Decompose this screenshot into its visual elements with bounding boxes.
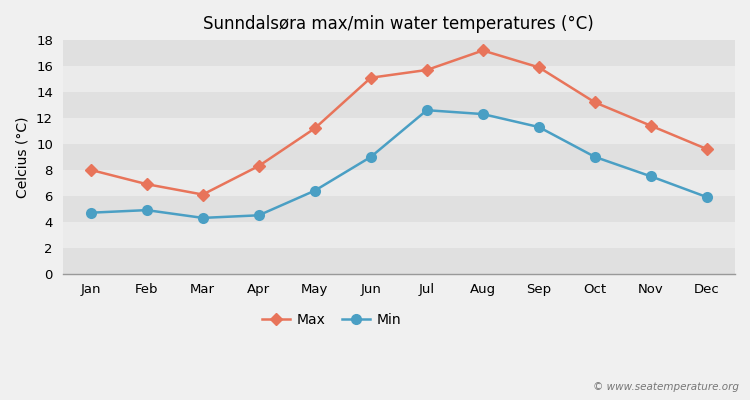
Max bbox=[86, 168, 95, 172]
Max bbox=[535, 65, 544, 70]
Max bbox=[478, 48, 488, 53]
Bar bbox=[63, 118, 735, 144]
Max bbox=[310, 126, 320, 131]
Min bbox=[142, 208, 152, 212]
Max bbox=[142, 182, 152, 186]
Bar bbox=[63, 222, 735, 248]
Min bbox=[86, 210, 95, 215]
Bar bbox=[63, 248, 735, 274]
Legend: Max, Min: Max, Min bbox=[256, 307, 407, 332]
Max bbox=[198, 192, 207, 197]
Max bbox=[703, 147, 712, 152]
Min bbox=[478, 112, 488, 116]
Line: Max: Max bbox=[86, 46, 711, 199]
Min bbox=[198, 216, 207, 220]
Bar bbox=[63, 170, 735, 196]
Bar bbox=[63, 92, 735, 118]
Max bbox=[646, 123, 656, 128]
Max bbox=[366, 75, 375, 80]
Min bbox=[590, 154, 599, 159]
Bar bbox=[63, 40, 735, 66]
Y-axis label: Celcius (°C): Celcius (°C) bbox=[15, 116, 29, 198]
Bar bbox=[63, 144, 735, 170]
Max bbox=[590, 100, 599, 105]
Line: Min: Min bbox=[85, 105, 712, 224]
Title: Sunndalsøra max/min water temperatures (°C): Sunndalsøra max/min water temperatures (… bbox=[203, 15, 594, 33]
Min bbox=[366, 154, 375, 159]
Min bbox=[646, 174, 656, 179]
Max bbox=[422, 68, 431, 72]
Min bbox=[422, 108, 431, 112]
Min bbox=[535, 125, 544, 130]
Min bbox=[703, 195, 712, 200]
Min bbox=[310, 188, 320, 193]
Max bbox=[254, 164, 263, 168]
Bar bbox=[63, 66, 735, 92]
Min bbox=[254, 213, 263, 218]
Bar bbox=[63, 196, 735, 222]
Text: © www.seatemperature.org: © www.seatemperature.org bbox=[592, 382, 739, 392]
